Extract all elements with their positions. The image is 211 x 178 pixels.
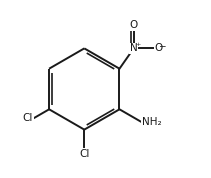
Text: Cl: Cl [79,149,89,159]
Text: N: N [130,43,138,53]
Text: O: O [130,20,138,30]
Text: Cl: Cl [23,113,33,123]
Text: O: O [155,43,163,53]
Text: −: − [158,41,165,50]
Text: +: + [135,41,141,46]
Text: NH₂: NH₂ [142,117,161,127]
